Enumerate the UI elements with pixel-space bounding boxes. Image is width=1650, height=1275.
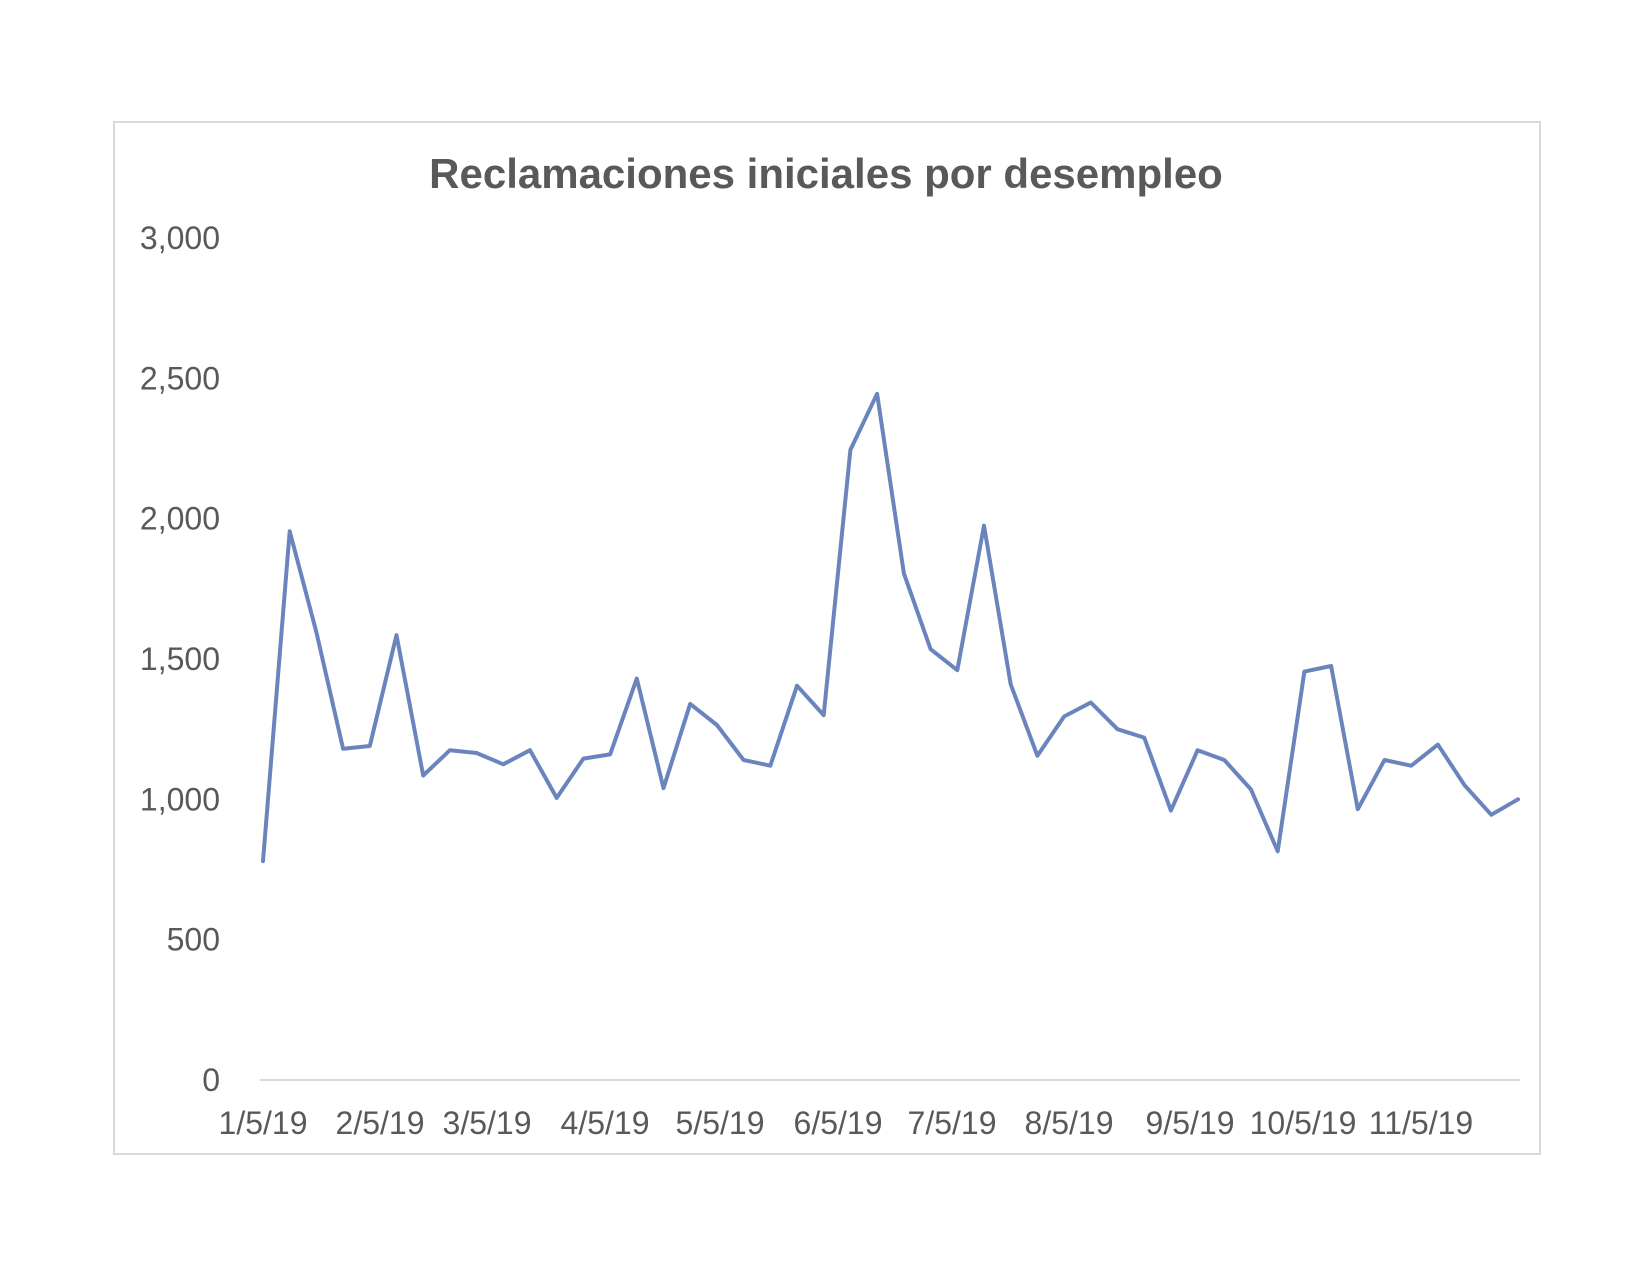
- x-tick-label: 3/5/19: [443, 1105, 532, 1141]
- x-tick-label: 1/5/19: [219, 1105, 308, 1141]
- y-tick-label: 1,000: [140, 781, 220, 817]
- x-tick-label: 10/5/19: [1250, 1105, 1357, 1141]
- x-tick-label: 2/5/19: [336, 1105, 425, 1141]
- x-tick-label: 6/5/19: [794, 1105, 883, 1141]
- chart-title: Reclamaciones iniciales por desempleo: [429, 150, 1223, 197]
- y-tick-label: 3,000: [140, 220, 220, 256]
- series-group: [261, 391, 1520, 864]
- series-line: [261, 391, 1520, 864]
- y-tick-label: 2,500: [140, 360, 220, 396]
- x-tick-label: 5/5/19: [676, 1105, 765, 1141]
- y-tick-label: 500: [167, 922, 220, 958]
- chart-frame: [113, 121, 1541, 1155]
- y-tick-label: 0: [202, 1062, 220, 1098]
- y-tick-label: 2,000: [140, 501, 220, 537]
- y-axis-ticks: 0 500 1,000 1,500 2,000 2,500 3,000: [140, 220, 220, 1098]
- x-tick-label: 9/5/19: [1146, 1105, 1235, 1141]
- x-tick-label: 7/5/19: [908, 1105, 997, 1141]
- x-tick-label: 4/5/19: [561, 1105, 650, 1141]
- x-axis-ticks: 1/5/19 2/5/19 3/5/19 4/5/19 5/5/19 6/5/19 7/5/…: [219, 1105, 1474, 1141]
- x-tick-label: 11/5/19: [1369, 1105, 1473, 1141]
- x-tick-label: 8/5/19: [1025, 1105, 1114, 1141]
- y-tick-label: 1,500: [140, 641, 220, 677]
